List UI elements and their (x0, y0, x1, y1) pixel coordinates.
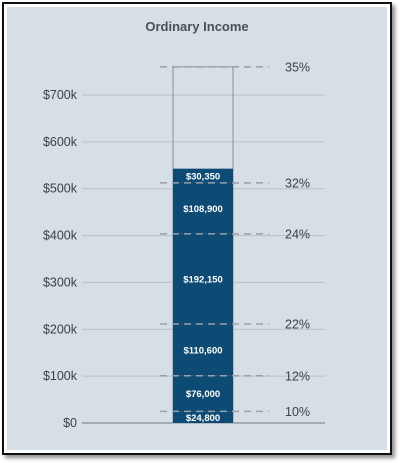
chart-frame: Ordinary Income $0 $100k $200k $300k $400k $5… (2, 2, 392, 455)
y-tick-label: $400k (43, 229, 78, 243)
y-tick-label: $500k (43, 182, 78, 196)
bar-segment (173, 323, 233, 376)
y-tick-label: $300k (43, 275, 78, 289)
y-tick-label: $600k (43, 135, 78, 149)
chart-panel: Ordinary Income $0 $100k $200k $300k $400k $5… (7, 7, 387, 450)
bracket-rate-label: 12% (285, 369, 310, 383)
y-tick-label: $700k (43, 88, 78, 102)
bar-segment (173, 168, 233, 183)
bracket-rate-label: 10% (285, 405, 310, 419)
bar-segment (173, 411, 233, 423)
bracket-rate-label: 35% (285, 60, 310, 74)
y-tick-label: $0 (63, 416, 77, 430)
ordinary-income-chart: $0 $100k $200k $300k $400k $500k $600k $700k $24… (43, 60, 325, 430)
segment-label: $192,150 (183, 274, 223, 285)
bar-segment (173, 375, 233, 412)
bracket-rate-label: 32% (285, 176, 310, 190)
y-tick-label: $200k (43, 322, 78, 336)
segment-label: $108,900 (183, 204, 223, 215)
y-tick-label: $100k (43, 369, 78, 383)
bar-segment (173, 182, 233, 234)
bracket-rate-label: 22% (285, 317, 310, 331)
chart-title: Ordinary Income (145, 19, 249, 34)
segment-label: $24,800 (186, 413, 220, 424)
segment-label: $30,350 (186, 171, 220, 182)
segment-label: $76,000 (186, 389, 220, 400)
bar-segment (173, 233, 233, 324)
segment-label: $110,600 (183, 345, 222, 356)
bracket-rate-label: 24% (285, 227, 310, 241)
